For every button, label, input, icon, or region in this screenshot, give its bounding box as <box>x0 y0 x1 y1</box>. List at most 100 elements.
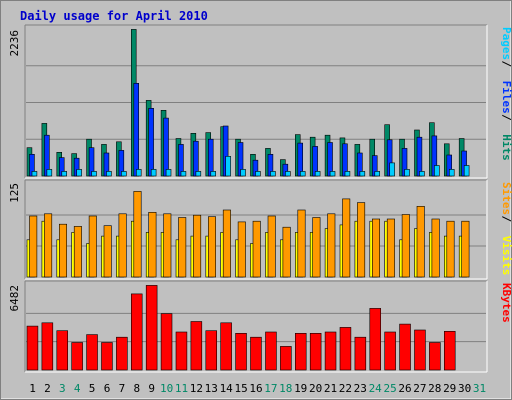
x-tick-label: 21 <box>324 382 337 395</box>
bar-sites-day-12 <box>193 214 202 278</box>
x-tick-label: 14 <box>220 382 234 395</box>
x-tick-label: 17 <box>264 382 277 395</box>
bar-sites-day-30 <box>461 220 470 278</box>
bar-sites-day-6 <box>103 225 112 278</box>
x-tick-label: 29 <box>443 382 456 395</box>
bar-kbytes-day-28 <box>429 342 441 371</box>
bar-pages-day-18 <box>285 171 291 177</box>
bar-pages-day-19 <box>299 171 306 177</box>
ymax-label-bottom: 6482 <box>8 285 21 312</box>
bar-kbytes-day-16 <box>250 336 262 371</box>
bar-kbytes-day-18 <box>280 346 292 371</box>
bar-sites-day-22 <box>342 198 351 278</box>
panel-top <box>24 24 488 179</box>
bar-pages-day-22 <box>344 171 351 177</box>
x-tick-label: 3 <box>59 382 66 395</box>
bar-pages-day-25 <box>389 162 395 177</box>
bar-kbytes-day-15 <box>235 332 247 371</box>
bar-sites-day-27 <box>416 206 425 278</box>
bar-sites-day-4 <box>73 226 82 278</box>
legend-pages: Pages <box>500 27 512 60</box>
x-tick-label: 9 <box>148 382 155 395</box>
x-tick-label: 4 <box>74 382 81 395</box>
x-tick-label: 28 <box>428 382 441 395</box>
panel-bottom <box>24 280 488 373</box>
bar-pages-day-26 <box>404 169 410 177</box>
bar-kbytes-day-12 <box>190 321 203 371</box>
x-tick-label: 13 <box>205 382 218 395</box>
bar-kbytes-day-25 <box>384 331 396 371</box>
bar-pages-day-20 <box>314 171 321 177</box>
bar-pages-day-1 <box>31 171 38 177</box>
bar-sites-day-29 <box>446 220 455 278</box>
bar-files-day-19 <box>297 142 303 177</box>
legend-separator: / <box>500 216 512 223</box>
x-tick-label: 7 <box>119 382 126 395</box>
bar-files-day-21 <box>327 142 333 177</box>
bar-sites-day-14 <box>222 209 231 278</box>
bar-pages-day-7 <box>121 171 127 177</box>
bar-sites-day-9 <box>148 212 157 278</box>
x-tick-label: 15 <box>234 382 247 395</box>
bar-pages-day-28 <box>434 165 440 177</box>
bar-kbytes-day-26 <box>399 323 411 371</box>
legend-sites: Sites <box>500 182 512 215</box>
panel-middle <box>24 179 488 280</box>
bar-pages-day-11 <box>180 171 187 177</box>
bar-pages-day-6 <box>106 171 112 177</box>
bar-pages-day-27 <box>419 171 425 177</box>
legend-hits: Hits <box>500 134 512 161</box>
x-tick-label: 26 <box>398 382 411 395</box>
x-tick-label: 30 <box>458 382 471 395</box>
bar-pages-day-29 <box>448 169 455 177</box>
legend-visits: Visits <box>500 236 512 276</box>
x-tick-label: 1 <box>29 382 36 395</box>
bar-kbytes-day-4 <box>71 342 83 371</box>
bar-kbytes-day-27 <box>414 329 426 371</box>
bar-sites-day-1 <box>29 215 38 278</box>
x-tick-label: 23 <box>354 382 367 395</box>
bar-pages-day-14 <box>225 156 231 177</box>
bar-kbytes-day-10 <box>160 313 173 371</box>
bar-pages-day-10 <box>165 169 172 177</box>
x-tick-label: 10 <box>160 382 173 395</box>
bar-files-day-13 <box>208 138 214 177</box>
bar-sites-day-16 <box>252 220 261 278</box>
bar-kbytes-day-29 <box>443 330 456 371</box>
bar-sites-day-26 <box>401 214 410 278</box>
bar-kbytes-day-19 <box>294 332 307 371</box>
x-tick-label: 31 <box>473 382 486 395</box>
bar-pages-day-12 <box>195 171 202 177</box>
bar-sites-day-10 <box>163 213 172 278</box>
x-tick-label: 22 <box>339 382 352 395</box>
bar-kbytes-day-21 <box>324 331 337 371</box>
chart-title: Daily usage for April 2010 <box>20 9 208 23</box>
bar-sites-day-25 <box>386 218 395 278</box>
bar-kbytes-day-20 <box>309 332 322 371</box>
bar-kbytes-day-13 <box>205 330 218 371</box>
bar-pages-day-21 <box>329 171 336 177</box>
bar-sites-day-11 <box>178 217 187 278</box>
legend-separator: / <box>500 61 512 68</box>
x-tick-label: 12 <box>190 382 203 395</box>
legend-bottom: KBytes <box>500 283 512 323</box>
bar-kbytes-day-22 <box>339 327 352 371</box>
bar-files-day-9 <box>148 108 154 177</box>
bar-pages-day-5 <box>91 171 97 177</box>
x-tick-label: 8 <box>133 382 140 395</box>
bar-sites-day-23 <box>357 202 366 278</box>
bar-kbytes-day-1 <box>26 325 39 371</box>
bar-files-day-8 <box>133 83 140 177</box>
legend-top: Pages / Files / Hits <box>500 27 512 161</box>
bar-pages-day-16 <box>255 171 261 177</box>
bar-kbytes-day-9 <box>145 285 158 371</box>
bar-pages-day-24 <box>374 171 380 177</box>
bar-pages-day-2 <box>46 169 53 177</box>
bar-kbytes-day-14 <box>220 322 232 371</box>
bar-pages-day-15 <box>240 169 246 177</box>
x-tick-label: 25 <box>383 382 396 395</box>
bar-pages-day-13 <box>210 171 217 177</box>
bar-kbytes-day-6 <box>101 342 113 371</box>
x-tick-label: 24 <box>369 382 383 395</box>
